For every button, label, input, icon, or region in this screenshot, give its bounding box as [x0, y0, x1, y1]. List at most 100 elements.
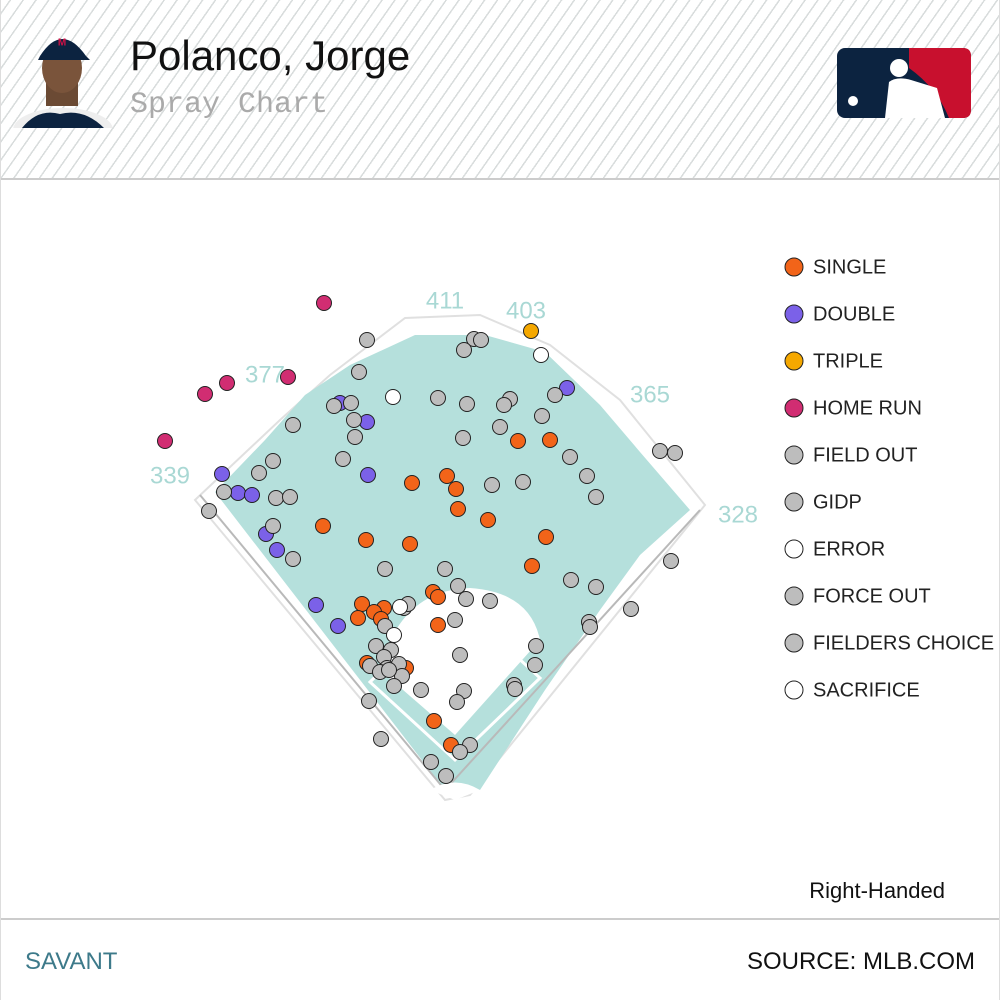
- hit-point: [368, 638, 384, 654]
- hit-point: [201, 503, 217, 519]
- hit-point: [386, 678, 402, 694]
- hit-point: [492, 419, 508, 435]
- hit-point: [282, 489, 298, 505]
- legend-label: FIELDERS CHOICE: [813, 632, 994, 654]
- hit-point: [547, 387, 563, 403]
- header: M Polanco, Jorge Spray Chart: [0, 0, 1000, 180]
- hit-point: [528, 638, 544, 654]
- hit-point: [230, 485, 246, 501]
- chart-subtitle: Spray Chart: [130, 88, 329, 122]
- hit-point: [484, 477, 500, 493]
- legend-label: HOME RUN: [813, 397, 922, 419]
- legend-marker: [784, 351, 804, 371]
- source-label: SOURCE: MLB.COM: [746, 948, 975, 975]
- legend-marker: [784, 257, 804, 277]
- hit-point: [447, 612, 463, 628]
- hit-point: [197, 386, 213, 402]
- hit-point: [315, 518, 331, 534]
- hit-point: [623, 601, 639, 617]
- hit-point: [527, 657, 543, 673]
- hit-point: [404, 475, 420, 491]
- hit-point: [496, 397, 512, 413]
- legend-label: GIDP: [813, 491, 862, 513]
- hit-point: [377, 561, 393, 577]
- hit-point: [588, 579, 604, 595]
- hit-point: [473, 332, 489, 348]
- legend-marker: [784, 586, 804, 606]
- player-name: Polanco, Jorge: [130, 32, 411, 79]
- hit-point: [563, 572, 579, 588]
- hit-point: [219, 375, 235, 391]
- hit-point: [667, 445, 683, 461]
- fence-distance: 365: [630, 381, 670, 408]
- legend-label: TRIPLE: [813, 350, 883, 372]
- hit-point: [456, 342, 472, 358]
- hit-point: [316, 295, 332, 311]
- hit-point: [361, 693, 377, 709]
- legend-marker: [784, 445, 804, 465]
- hit-point: [343, 395, 359, 411]
- legend-label: DOUBLE: [813, 303, 895, 325]
- hit-point: [438, 768, 454, 784]
- hit-point: [562, 449, 578, 465]
- savant-link[interactable]: SAVANT: [25, 948, 118, 975]
- hit-point: [326, 398, 342, 414]
- hit-point: [507, 681, 523, 697]
- legend-marker: [784, 680, 804, 700]
- hit-point: [308, 597, 324, 613]
- hit-point: [538, 529, 554, 545]
- hit-point: [430, 390, 446, 406]
- hit-point: [542, 432, 558, 448]
- hit-point: [413, 682, 429, 698]
- fence-distance: 411: [426, 287, 464, 314]
- player-photo: M: [13, 38, 113, 128]
- hit-point: [523, 323, 539, 339]
- hit-point: [373, 731, 389, 747]
- hit-point: [588, 489, 604, 505]
- legend-label: SINGLE: [813, 256, 886, 278]
- hit-point: [392, 599, 408, 615]
- hit-point: [358, 532, 374, 548]
- hit-point: [459, 396, 475, 412]
- hit-point: [579, 468, 595, 484]
- hit-point: [480, 512, 496, 528]
- hit-point: [285, 551, 301, 567]
- hit-point: [515, 474, 531, 490]
- fence-distance: 377: [245, 361, 285, 388]
- hit-point: [285, 417, 301, 433]
- hit-point: [359, 414, 375, 430]
- legend-marker: [784, 492, 804, 512]
- hit-point: [330, 618, 346, 634]
- hit-point: [214, 466, 230, 482]
- hit-point: [244, 487, 260, 503]
- batter-side: Right-Handed: [809, 878, 945, 903]
- hit-point: [350, 610, 366, 626]
- legend-marker: [784, 398, 804, 418]
- hit-point: [402, 536, 418, 552]
- legend-marker: [784, 304, 804, 324]
- hit-point: [439, 468, 455, 484]
- hit-point: [437, 561, 453, 577]
- mlb-logo: [837, 48, 971, 118]
- hit-point: [351, 364, 367, 380]
- hit-point: [430, 589, 446, 605]
- hit-point: [455, 430, 471, 446]
- hit-point: [335, 451, 351, 467]
- hit-point: [482, 593, 498, 609]
- hit-point: [450, 501, 466, 517]
- hit-point: [582, 619, 598, 635]
- hit-point: [386, 627, 402, 643]
- fence-distance: 328: [718, 501, 758, 528]
- legend-label: FORCE OUT: [813, 585, 931, 607]
- hit-point: [359, 332, 375, 348]
- hit-point: [265, 518, 281, 534]
- legend-label: ERROR: [813, 538, 885, 560]
- hit-point: [346, 412, 362, 428]
- hit-point: [510, 433, 526, 449]
- footer-divider: [0, 918, 1000, 920]
- hit-point: [426, 713, 442, 729]
- hit-point: [251, 465, 267, 481]
- legend-label: SACRIFICE: [813, 679, 920, 701]
